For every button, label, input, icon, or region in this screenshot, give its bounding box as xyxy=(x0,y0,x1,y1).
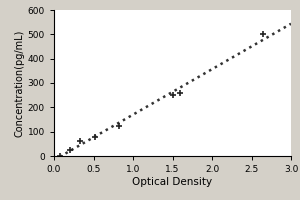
Y-axis label: Concentration(pg/mL): Concentration(pg/mL) xyxy=(15,29,25,137)
X-axis label: Optical Density: Optical Density xyxy=(132,177,213,187)
